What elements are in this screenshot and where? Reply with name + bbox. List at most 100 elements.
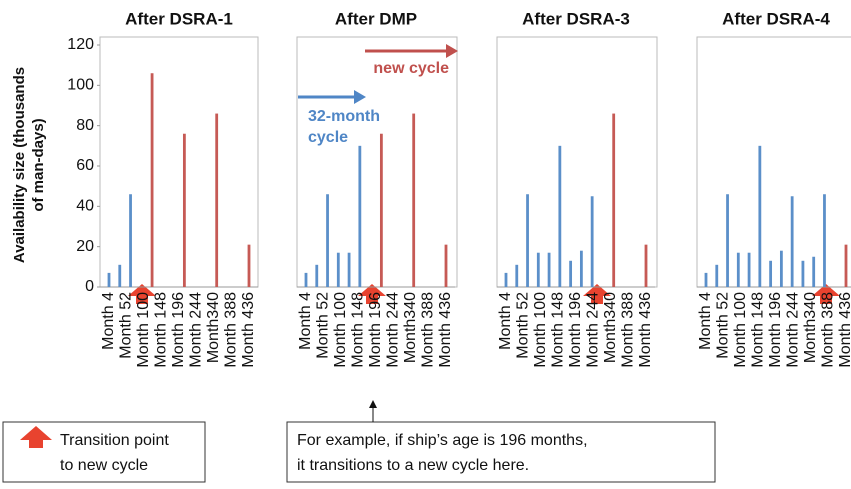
bar [504,272,508,287]
transition-arrows [128,284,840,304]
bar [150,73,154,287]
transition-arrow [128,284,156,304]
bar [515,264,519,287]
bar [736,252,740,287]
x-tick-label: Month340 [205,292,222,363]
x-tick-label: Month340 [602,292,619,363]
x-tick-label: Month 388 [420,292,437,368]
x-tick-label: Month 4 [297,292,314,350]
bar [726,194,729,287]
bar [579,250,583,287]
x-tick-label: Month 244 [385,292,402,368]
bar [801,260,805,287]
y-axis-label: of man-days) [30,118,47,211]
bar [526,194,529,287]
bar [379,133,383,287]
x-tick-label: Month340 [402,292,419,363]
bar [182,133,186,287]
x-tick-label: Month 100 [135,292,152,368]
x-tick-label: Month 100 [332,292,349,368]
x-tick-label: Month 244 [188,292,205,368]
x-tick-label: Month 4 [697,292,714,350]
y-tick-label: 100 [67,77,94,94]
legend-text: Transition point [60,432,169,449]
bar [547,252,551,287]
panel-title: After DSRA-3 [522,9,630,28]
x-tick-label: Month 148 [750,292,767,368]
bar [715,264,719,287]
bar [358,145,362,287]
note-text: For example, if ship’s age is 196 months… [297,432,588,449]
bar [107,272,111,287]
x-tick-label: Month 436 [437,292,454,368]
y-axis-label: Availability size (thousands [11,67,28,263]
y-tick-label: 40 [76,198,94,215]
x-tick-label: Month 196 [567,292,584,368]
bar [315,264,319,287]
panel-frame [99,36,259,288]
x-tick-label: Month 388 [820,292,837,368]
x-tick-label: Month 436 [637,292,654,368]
panel-title: After DSRA-1 [125,9,233,28]
x-tick-label: Month 4 [497,292,514,350]
x-tick-label: Month 388 [223,292,240,368]
y-tick-label: 120 [67,36,94,53]
arrow-head [446,44,458,58]
bar [336,252,340,287]
panel-frame [696,36,851,288]
x-tick-label: Month340 [802,292,819,363]
bar [790,196,794,287]
x-tick-label: Month 244 [785,292,802,368]
x-tick-label: Month 436 [240,292,257,368]
y-tick-label: 0 [85,278,94,295]
x-tick-label: Month 52 [315,292,332,359]
bar [558,145,562,287]
note-text: it transitions to a new cycle here. [297,457,529,474]
x-tick-label: Month 100 [732,292,749,368]
y-tick-label: 60 [76,157,94,174]
panel-title: After DSRA-4 [722,9,830,28]
x-tick-label: Month 148 [350,292,367,368]
x-tick-label: Month 52 [515,292,532,359]
bar [747,252,751,287]
legend-text: to new cycle [60,457,148,474]
bar [536,252,540,287]
bar [118,264,122,287]
x-tick-label: Month 148 [550,292,567,368]
bar [326,194,329,287]
bar [412,113,416,287]
bar [444,244,448,287]
bar [844,244,848,287]
x-tick-label: Month 4 [100,292,117,350]
bar [644,244,648,287]
bar [812,256,816,287]
bar [347,252,351,287]
y-tick-label: 20 [76,238,94,255]
x-tick-label: Month 244 [585,292,602,368]
bar [304,272,308,287]
bar [823,194,826,287]
x-tick-label: Month 388 [620,292,637,368]
annotation: new cycle [373,60,449,77]
bar [215,113,219,287]
transition-arrow [812,284,840,304]
transition-arrow [358,284,386,304]
bar [779,250,783,287]
bar [569,260,573,287]
transition-arrow [583,284,611,304]
x-tick-label: Month 436 [837,292,851,368]
x-tick-label: Month 52 [118,292,135,359]
bar [758,145,762,287]
x-tick-label: Month 100 [532,292,549,368]
bar [769,260,773,287]
y-tick-label: 80 [76,117,94,134]
panel-title: After DMP [335,9,417,28]
x-tick-label: Month 196 [767,292,784,368]
x-tick-label: Month 148 [153,292,170,368]
bar [704,272,708,287]
arrow-head [354,90,366,104]
x-tick-label: Month 52 [715,292,732,359]
bar [129,194,132,287]
bar [590,196,594,287]
